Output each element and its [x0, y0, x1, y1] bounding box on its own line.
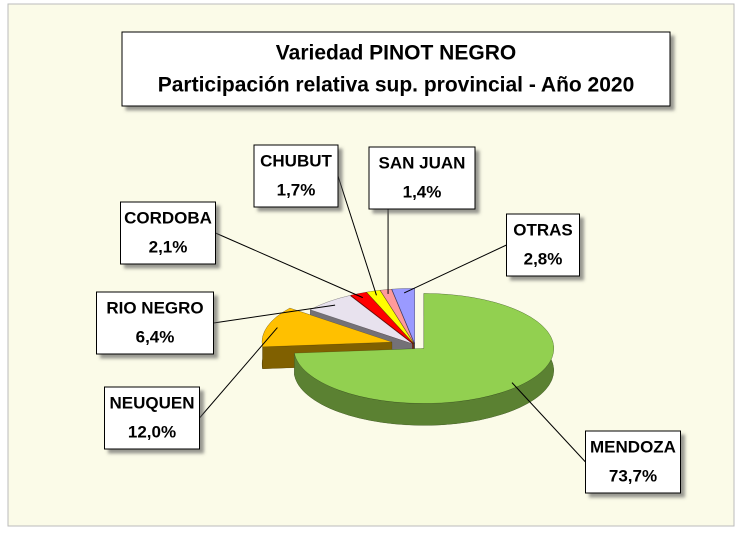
- label-box: [104, 386, 200, 450]
- leader-line: [215, 232, 363, 299]
- label-name: RIO NEGRO: [106, 298, 203, 317]
- label-value: 12,0%: [128, 422, 176, 441]
- slice: [294, 293, 555, 404]
- leader-line: [403, 244, 507, 294]
- label-box: [120, 201, 216, 265]
- label-name: MENDOZA: [590, 437, 676, 456]
- label-name: SAN JUAN: [379, 153, 466, 172]
- label-box: [506, 213, 580, 277]
- leader-line: [511, 382, 586, 463]
- label-name: OTRAS: [513, 220, 573, 239]
- label-box: [253, 144, 339, 208]
- pie: [261, 288, 555, 426]
- slice: [309, 295, 413, 344]
- label-box: [96, 291, 214, 355]
- chart-title: Variedad PINOT NEGRO: [276, 42, 516, 65]
- chart-subtitle: Participación relativa sup. provincial -…: [158, 74, 635, 97]
- leader-line: [337, 175, 377, 296]
- label-name: NEUQUEN: [109, 393, 194, 412]
- label-box: [368, 146, 476, 210]
- labels: MENDOZA 73,7% NEUQUEN 12,0% RIO NEGRO 6,4% COR…: [96, 144, 681, 494]
- label-value: 73,7%: [609, 466, 657, 485]
- label-name: CORDOBA: [124, 208, 212, 227]
- label-name: CHUBUT: [260, 151, 332, 170]
- label-value: 1,7%: [277, 180, 316, 199]
- label-value: 2,8%: [524, 249, 563, 268]
- label-value: 6,4%: [136, 327, 175, 346]
- label-value: 1,4%: [403, 182, 442, 201]
- slice: [350, 291, 414, 344]
- label-value: 2,1%: [149, 237, 188, 256]
- leader-line: [199, 327, 278, 419]
- leader-line: [213, 304, 336, 324]
- label-box: [585, 430, 681, 494]
- slice: [366, 290, 414, 344]
- slice: [379, 288, 415, 344]
- title-box: [121, 31, 671, 107]
